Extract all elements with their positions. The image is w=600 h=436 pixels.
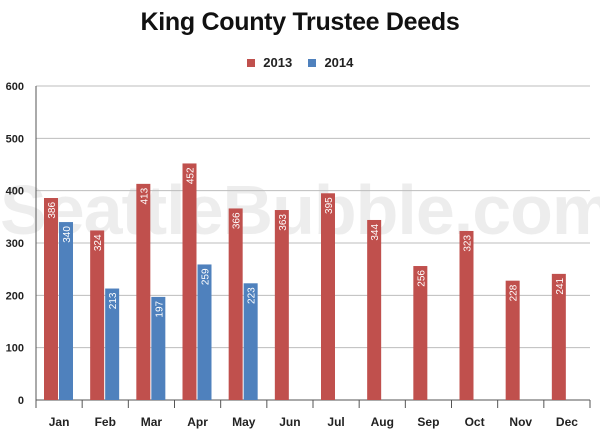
legend-swatch-2014 xyxy=(307,58,316,67)
x-tick-label: May xyxy=(232,415,256,429)
bar-value-label: 452 xyxy=(186,167,197,184)
bar-2014[interactable] xyxy=(151,296,166,400)
y-tick-label: 200 xyxy=(6,290,24,302)
bar-2013[interactable] xyxy=(136,183,151,400)
bar-value-label: 259 xyxy=(201,268,212,285)
y-tick-label: 400 xyxy=(6,186,24,198)
bar-2014[interactable] xyxy=(243,283,258,400)
bar-2013[interactable] xyxy=(505,280,520,400)
x-tick-label: Jan xyxy=(49,415,70,429)
bar-value-label: 241 xyxy=(555,277,566,294)
bar-value-label: 213 xyxy=(108,292,119,309)
bar-value-label: 256 xyxy=(416,270,427,287)
bar-2013[interactable] xyxy=(228,208,243,400)
bar-2013[interactable] xyxy=(321,193,335,400)
bar-value-label: 363 xyxy=(278,214,289,231)
bar-value-label: 413 xyxy=(139,187,150,204)
chart-title: King County Trustee Deeds xyxy=(140,8,460,36)
legend-swatch-2013 xyxy=(246,58,255,67)
y-tick-label: 0 xyxy=(18,395,24,407)
x-tick-label: Dec xyxy=(556,415,578,429)
y-tick-label: 600 xyxy=(6,81,24,93)
x-tick-label: Mar xyxy=(141,415,163,429)
bar-2014[interactable] xyxy=(59,222,73,400)
bar-2013[interactable] xyxy=(413,266,428,400)
x-tick-label: Jun xyxy=(279,415,300,429)
y-tick-label: 500 xyxy=(6,133,24,145)
bar-value-label: 323 xyxy=(463,235,474,252)
bar-value-label: 395 xyxy=(324,197,335,214)
x-tick-label: Oct xyxy=(465,415,485,429)
x-tick-label: Nov xyxy=(509,415,532,429)
bar-value-label: 223 xyxy=(247,287,258,304)
bar-value-label: 324 xyxy=(93,234,104,251)
legend-label-2013: 2013 xyxy=(263,55,293,71)
bar-2013[interactable] xyxy=(551,273,566,400)
bar-value-label: 344 xyxy=(370,224,381,241)
bar-2014[interactable] xyxy=(105,288,120,400)
x-tick-label: Aug xyxy=(371,415,394,429)
x-tick-label: Sep xyxy=(417,415,439,429)
bar-2013[interactable] xyxy=(90,230,105,400)
chart-legend: 2013 2014 xyxy=(0,54,600,70)
legend-item-2014[interactable]: 2014 xyxy=(307,54,354,71)
bar-value-label: 228 xyxy=(509,284,520,301)
bar-2013[interactable] xyxy=(274,210,289,400)
bar-value-label: 340 xyxy=(62,226,73,243)
bar-value-label: 386 xyxy=(47,202,58,219)
y-tick-label: 300 xyxy=(6,238,24,250)
y-tick-label: 100 xyxy=(6,343,24,355)
x-tick-label: Apr xyxy=(187,415,208,429)
legend-item-2013[interactable]: 2013 xyxy=(246,54,293,71)
bar-value-label: 197 xyxy=(154,300,165,317)
bar-2013[interactable] xyxy=(182,163,197,400)
bar-2013[interactable] xyxy=(459,230,474,400)
bar-2013[interactable] xyxy=(367,219,382,400)
legend-label-2014: 2014 xyxy=(324,55,354,71)
bar-2013[interactable] xyxy=(44,197,58,400)
x-tick-label: Feb xyxy=(95,415,116,429)
bar-2014[interactable] xyxy=(197,264,212,400)
bar-value-label: 366 xyxy=(232,212,243,229)
x-tick-label: Jul xyxy=(327,415,344,429)
